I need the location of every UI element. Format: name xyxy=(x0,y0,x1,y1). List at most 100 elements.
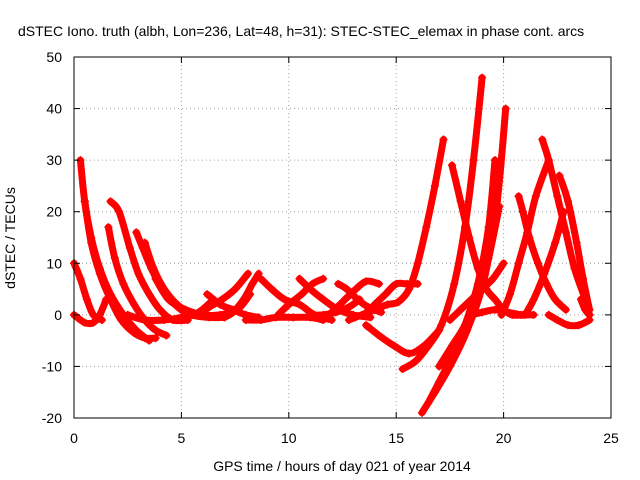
data-point-marker xyxy=(140,316,149,325)
data-point-marker xyxy=(424,341,433,350)
data-point-marker xyxy=(344,316,353,325)
data-point-marker xyxy=(306,310,315,319)
data-point-marker xyxy=(119,279,128,288)
data-point-marker xyxy=(220,313,229,322)
data-point-marker xyxy=(319,313,328,322)
x-axis-label: GPS time / hours of day 021 of year 2014 xyxy=(213,458,471,474)
data-point-marker xyxy=(289,313,298,322)
data-point-marker xyxy=(370,300,379,309)
data-point-marker xyxy=(484,254,493,263)
data-point-marker xyxy=(398,365,407,374)
data-point-marker xyxy=(327,308,336,317)
data-point-marker xyxy=(140,334,149,343)
data-point-marker xyxy=(155,305,164,314)
data-point-marker xyxy=(529,310,538,319)
data-point-marker xyxy=(506,290,515,299)
data-point-marker xyxy=(177,313,186,322)
data-point-marker xyxy=(456,197,465,206)
data-point-marker xyxy=(574,321,583,330)
data-point-marker xyxy=(561,305,570,314)
data-point-marker xyxy=(274,310,283,319)
data-point-marker xyxy=(284,300,293,309)
data-point-marker xyxy=(248,279,257,288)
data-point-marker xyxy=(413,279,422,288)
series-arc-28 xyxy=(446,259,508,324)
data-point-marker xyxy=(256,274,265,283)
data-point-marker xyxy=(125,243,134,252)
series-layer xyxy=(70,73,594,417)
data-point-marker xyxy=(110,254,119,263)
data-point-marker xyxy=(564,197,573,206)
data-point-marker xyxy=(375,331,384,340)
data-point-marker xyxy=(551,238,560,247)
data-point-marker xyxy=(319,295,328,304)
data-point-marker xyxy=(465,233,474,242)
data-point-marker xyxy=(482,285,491,294)
data-point-marker xyxy=(392,279,401,288)
data-point-marker xyxy=(564,321,573,330)
y-axis-label: dSTEC / TECUs xyxy=(2,187,18,289)
data-point-marker xyxy=(130,328,139,337)
series-arc-31 xyxy=(498,156,553,319)
data-point-marker xyxy=(89,318,98,327)
data-point-marker xyxy=(495,202,504,211)
data-point-marker xyxy=(413,259,422,268)
data-point-marker xyxy=(439,135,448,144)
data-point-marker xyxy=(473,264,482,273)
ticks xyxy=(73,56,612,419)
y-tick-label: -10 xyxy=(42,358,62,374)
data-point-marker xyxy=(544,156,553,165)
data-point-marker xyxy=(256,316,265,325)
data-point-marker xyxy=(435,362,444,371)
data-point-marker xyxy=(478,308,487,317)
data-point-marker xyxy=(342,285,351,294)
data-point-marker xyxy=(497,310,506,319)
data-point-marker xyxy=(130,300,139,309)
plot-frame xyxy=(73,56,612,419)
x-tick-label: 10 xyxy=(281,430,297,446)
data-point-marker xyxy=(538,135,547,144)
data-point-marker xyxy=(151,326,160,335)
data-point-marker xyxy=(555,171,564,180)
data-point-marker xyxy=(295,300,304,309)
data-point-marker xyxy=(87,238,96,247)
y-tick-label: 50 xyxy=(46,49,62,65)
data-point-marker xyxy=(327,316,336,325)
data-point-marker xyxy=(267,285,276,294)
data-point-marker xyxy=(306,285,315,294)
data-point-marker xyxy=(448,161,457,170)
y-tick-label: 20 xyxy=(46,204,62,220)
data-point-marker xyxy=(467,310,476,319)
data-point-marker xyxy=(295,274,304,283)
data-point-marker xyxy=(228,308,237,317)
data-point-marker xyxy=(149,264,158,273)
data-point-marker xyxy=(203,290,212,299)
data-point-marker xyxy=(181,305,190,314)
data-point-marker xyxy=(491,295,500,304)
data-point-marker xyxy=(467,295,476,304)
data-point-marker xyxy=(405,349,414,358)
y-tick-label: -20 xyxy=(42,410,62,426)
data-point-marker xyxy=(344,303,353,312)
data-point-marker xyxy=(362,321,371,330)
data-point-marker xyxy=(553,192,562,201)
data-point-marker xyxy=(424,398,433,407)
data-point-marker xyxy=(422,223,431,232)
chart-title: dSTEC Iono. truth (albh, Lon=236, Lat=48… xyxy=(18,23,584,39)
data-point-marker xyxy=(205,303,214,312)
data-point-marker xyxy=(501,104,510,113)
data-point-marker xyxy=(540,269,549,278)
data-point-marker xyxy=(572,238,581,247)
data-point-marker xyxy=(241,316,250,325)
series-arc-25 xyxy=(418,105,510,417)
data-point-marker xyxy=(581,305,590,314)
data-point-marker xyxy=(145,290,154,299)
data-point-marker xyxy=(570,264,579,273)
data-point-marker xyxy=(411,357,420,366)
data-point-marker xyxy=(531,192,540,201)
data-point-marker xyxy=(478,73,487,82)
data-point-marker xyxy=(115,207,124,216)
data-point-marker xyxy=(239,295,248,304)
data-point-marker xyxy=(460,321,469,330)
data-point-marker xyxy=(488,274,497,283)
